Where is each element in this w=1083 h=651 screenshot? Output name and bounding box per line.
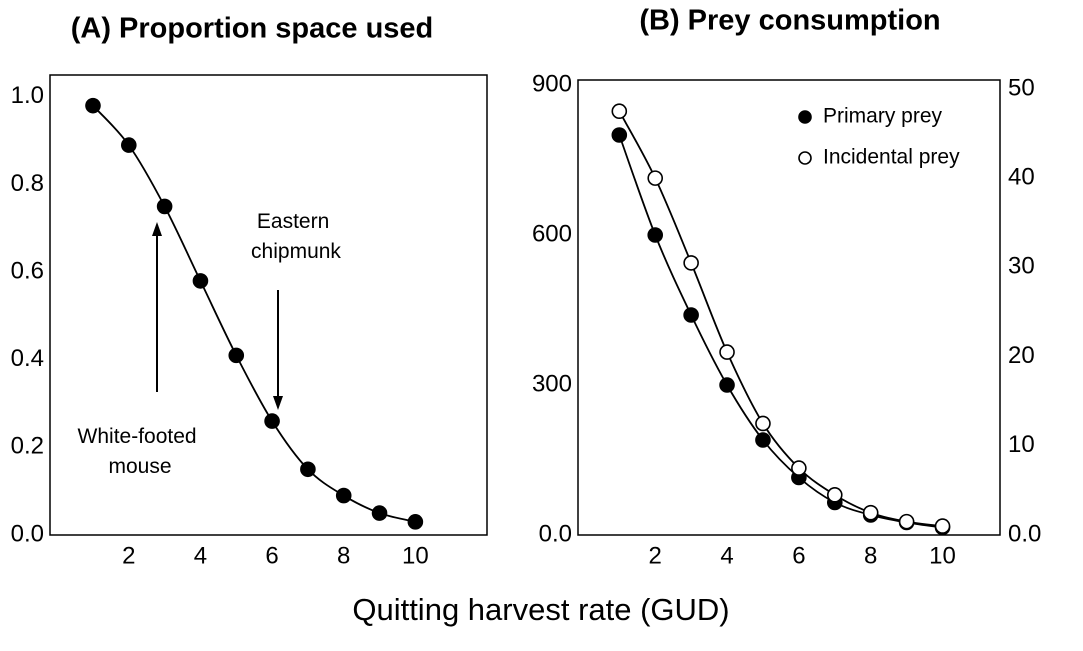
data-point <box>791 460 807 476</box>
data-point <box>683 255 699 271</box>
y-tick-label: 0.6 <box>11 257 44 284</box>
y2-tick-label: 10 <box>1008 431 1035 458</box>
x-tick-label: 10 <box>402 542 429 569</box>
x-tick-label: 8 <box>337 542 350 569</box>
y2-tick-label: 0.0 <box>1008 520 1041 547</box>
plot-frame <box>577 79 1001 536</box>
annotation: Eastern chipmunk <box>251 210 341 263</box>
data-point <box>719 344 735 360</box>
x-tick-label: 2 <box>649 542 662 569</box>
data-point <box>121 137 137 153</box>
data-point <box>934 518 951 534</box>
panel-b-title: (B) Prey consumption <box>639 5 940 37</box>
data-point <box>156 198 173 215</box>
legend-label: Incidental prey <box>823 146 960 169</box>
plot-frame <box>49 74 488 536</box>
y-tick-label: 0.2 <box>11 433 44 460</box>
y-tick-label: 0.4 <box>11 345 44 372</box>
data-point <box>335 487 352 504</box>
x-tick-label: 4 <box>194 542 207 569</box>
x-tick-label: 4 <box>720 542 733 569</box>
x-tick-label: 10 <box>929 542 956 569</box>
data-point <box>407 514 424 530</box>
annotation-line: mouse <box>108 455 171 478</box>
data-point <box>228 347 245 364</box>
data-point <box>755 432 771 448</box>
y-tick-label: 600 <box>532 220 572 247</box>
arrow-head <box>152 222 162 236</box>
x-tick-label: 6 <box>792 542 805 569</box>
y-tick-label: 0.0 <box>539 520 572 547</box>
data-point <box>683 307 699 323</box>
y-tick-label: 0.8 <box>11 170 44 197</box>
annotation: White-footed mouse <box>78 425 203 478</box>
y2-tick-label: 50 <box>1008 74 1035 101</box>
data-point <box>862 504 879 521</box>
series-line <box>618 134 943 529</box>
y2-tick-label: 30 <box>1008 253 1035 280</box>
data-point <box>719 377 735 393</box>
y-tick-label: 900 <box>532 70 572 97</box>
y2-tick-label: 40 <box>1008 163 1035 190</box>
annotation-line: chipmunk <box>251 240 341 263</box>
legend-marker <box>798 110 812 124</box>
annotation-line: Eastern <box>257 210 329 233</box>
series-line <box>92 105 416 523</box>
y-tick-label: 300 <box>532 370 572 397</box>
series-line <box>618 110 943 527</box>
data-point <box>898 513 915 530</box>
x-axis-label: Quitting harvest rate (GUD) <box>352 592 729 627</box>
data-point <box>826 487 843 503</box>
panel-a-title: (A) Proportion space used <box>71 13 434 45</box>
data-point <box>85 97 101 114</box>
x-tick-label: 8 <box>864 542 877 569</box>
legend-label: Primary prey <box>823 105 943 128</box>
y2-tick-label: 20 <box>1008 342 1035 369</box>
data-point <box>611 103 628 120</box>
x-tick-label: 6 <box>265 542 278 569</box>
y-tick-label: 0.0 <box>11 520 44 547</box>
annotation-line: White-footed <box>78 425 197 448</box>
arrows <box>152 222 283 410</box>
data-point <box>300 461 316 478</box>
y-tick-label: 1.0 <box>11 82 44 109</box>
data-point <box>371 505 388 521</box>
arrow-head <box>273 396 283 410</box>
data-point <box>192 273 209 289</box>
legend-marker <box>798 151 812 165</box>
data-point <box>611 127 628 143</box>
x-tick-label: 2 <box>122 542 135 569</box>
data-point <box>647 227 664 243</box>
data-point <box>647 170 664 186</box>
data-point <box>755 415 771 432</box>
data-point <box>264 413 280 429</box>
